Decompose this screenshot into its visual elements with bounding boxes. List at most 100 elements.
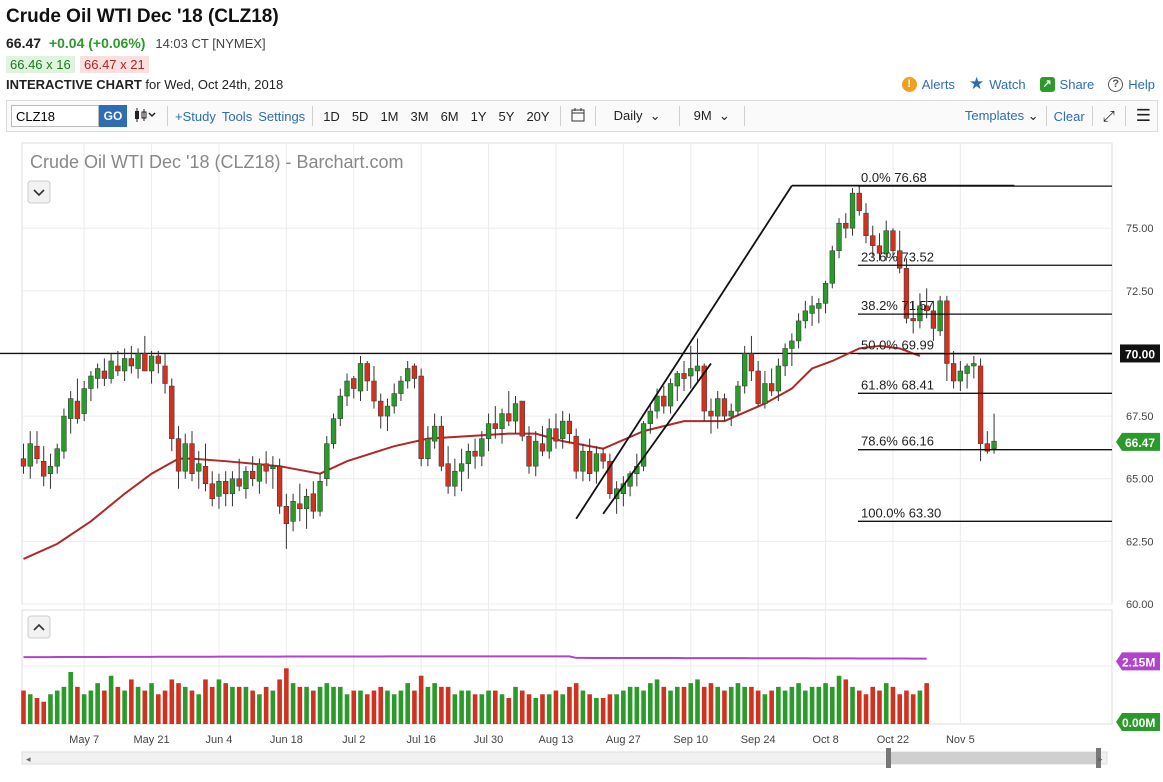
range-dropdown[interactable]: 9M ⌄ — [684, 108, 740, 124]
scrollbar-handle-right — [1096, 748, 1101, 768]
volume-bar — [634, 686, 640, 724]
candle — [964, 363, 970, 389]
period-20y[interactable]: 20Y — [526, 108, 550, 124]
period-5d[interactable]: 5D — [351, 108, 369, 124]
volume-bar — [324, 683, 330, 724]
collapse-price-button[interactable] — [27, 180, 51, 204]
expand-icon: ⤢ — [1102, 107, 1115, 125]
calendar-button[interactable] — [565, 107, 591, 125]
volume-bar — [674, 686, 680, 724]
candle — [742, 345, 748, 394]
volume-bar — [594, 698, 599, 724]
go-button[interactable]: GO — [99, 105, 127, 127]
moving-average-line — [23, 344, 921, 560]
period-1m[interactable]: 1M — [380, 108, 399, 124]
volume-bar — [668, 690, 673, 724]
candle — [870, 225, 876, 256]
watch-link[interactable]: ★ Watch — [969, 74, 1026, 94]
candle — [809, 295, 815, 326]
candle — [762, 370, 768, 409]
tools-button[interactable]: Tools — [221, 108, 253, 124]
period-6m[interactable]: 6M — [440, 108, 459, 124]
menu-button[interactable]: ☰ — [1130, 106, 1157, 126]
candle — [344, 373, 350, 407]
interval-dropdown[interactable]: Daily ⌄ — [600, 108, 675, 124]
candle — [209, 471, 215, 507]
candle — [452, 458, 458, 497]
fib-level-label: 50.0% 69.99 — [861, 338, 934, 353]
candle — [175, 426, 182, 489]
candle — [688, 345, 694, 389]
expand-volume-button[interactable] — [27, 615, 51, 639]
candle — [977, 358, 984, 462]
candle — [398, 376, 404, 402]
candle — [661, 386, 667, 414]
chart-type-dropdown[interactable] — [127, 107, 163, 125]
candle — [499, 408, 505, 444]
period-5y[interactable]: 5Y — [498, 108, 515, 124]
candle — [789, 333, 795, 366]
candle — [512, 396, 519, 434]
alerts-link[interactable]: ! Alerts — [901, 76, 955, 92]
scrollbar[interactable]: ◂ ▸ — [21, 748, 1108, 768]
candle — [465, 443, 471, 479]
scroll-left-icon: ◂ — [26, 754, 31, 764]
volume-bar — [270, 690, 276, 724]
candle — [189, 431, 195, 482]
volume-bar — [513, 686, 518, 724]
volume-bar — [236, 686, 242, 724]
volume-bar — [722, 690, 727, 724]
x-tick-label: Sep 24 — [741, 734, 776, 746]
clear-button[interactable]: Clear — [1053, 108, 1085, 124]
volume-bar — [917, 690, 923, 724]
templates-dropdown[interactable]: Templates ⌄ — [962, 108, 1042, 124]
candle — [553, 413, 559, 449]
volume-bar — [648, 683, 653, 724]
volume-bar — [641, 690, 646, 724]
candle — [34, 431, 40, 464]
fib-level-label: 23.6% 73.52 — [861, 249, 934, 264]
candle — [519, 400, 525, 442]
volume-bar — [176, 683, 181, 724]
x-tick-label: Oct 8 — [812, 734, 838, 746]
volume-bar — [391, 694, 397, 724]
share-link[interactable]: ↗ Share — [1039, 76, 1094, 92]
volume-bar — [890, 686, 896, 724]
settings-button[interactable]: Settings — [258, 108, 306, 124]
candle — [924, 288, 930, 319]
help-link[interactable]: ? Help — [1108, 76, 1155, 92]
study-button[interactable]: +Study — [175, 108, 216, 124]
candle — [903, 258, 910, 324]
chart-label: INTERACTIVE CHART for Wed, Oct 24th, 201… — [6, 77, 283, 92]
candle — [728, 403, 734, 427]
candle — [822, 280, 829, 314]
volume-bar — [830, 686, 835, 724]
period-3m[interactable]: 3M — [410, 108, 429, 124]
help-label: Help — [1128, 76, 1155, 92]
expand-button[interactable]: ⤢ — [1097, 108, 1121, 125]
candle — [27, 431, 33, 479]
volume-bar — [755, 690, 761, 724]
volume-bar — [418, 675, 424, 724]
y-tick-label: 72.50 — [1126, 286, 1154, 298]
volume-bar — [621, 690, 626, 724]
candle — [910, 300, 916, 334]
candle — [431, 413, 438, 449]
volume-bar — [728, 686, 734, 724]
volume-bar — [897, 694, 902, 724]
volume-bar — [257, 694, 262, 724]
symbol-input[interactable] — [11, 105, 99, 127]
candle — [121, 348, 128, 382]
candle — [411, 363, 418, 389]
volume-bar — [230, 686, 235, 724]
candle — [816, 298, 822, 324]
volume-bar — [439, 686, 444, 724]
candle — [492, 406, 498, 439]
price-chart[interactable]: Crude Oil WTI Dec '18 (CLZ18) - Barchart… — [0, 140, 1163, 780]
volume-bar — [169, 679, 175, 724]
period-1y[interactable]: 1Y — [470, 108, 487, 124]
candle — [600, 448, 606, 469]
period-1d[interactable]: 1D — [323, 108, 340, 124]
templates-label: Templates — [964, 108, 1025, 123]
candle — [384, 398, 391, 432]
